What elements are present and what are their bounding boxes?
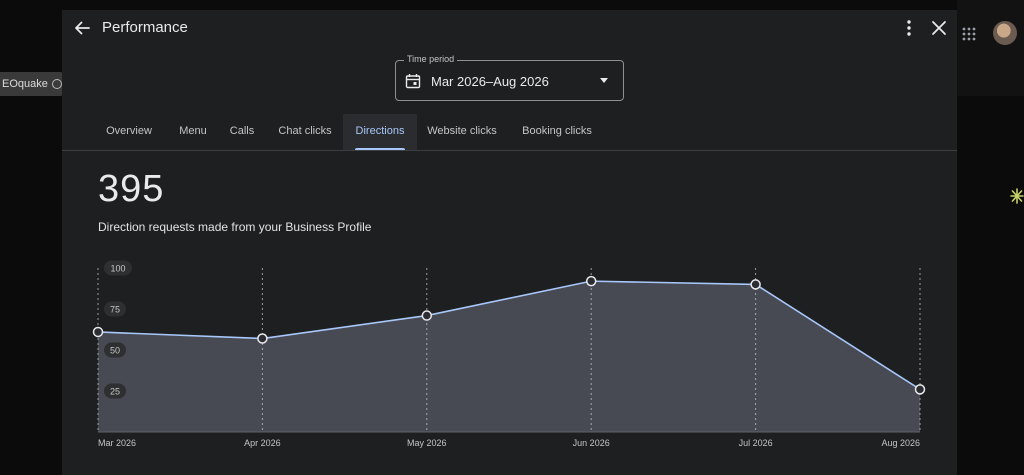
chart-area xyxy=(98,281,920,432)
y-tick-label: 100 xyxy=(110,264,125,274)
x-tick-label: Apr 2026 xyxy=(244,438,281,448)
directions-chart: 25 50 75 100 Mar 2026 Apr 2026 May 2026 Jun 202… xyxy=(62,255,957,470)
calendar-icon xyxy=(405,74,421,89)
metric-tabs: Overview Menu Calls Chat clicks Directio… xyxy=(62,114,957,151)
tab-chat-clicks[interactable]: Chat clicks xyxy=(278,125,332,137)
x-tick-label: Jul 2026 xyxy=(739,438,773,448)
more-vert-icon[interactable] xyxy=(902,18,916,38)
tab-overview[interactable]: Overview xyxy=(106,125,152,137)
close-icon[interactable] xyxy=(930,19,948,37)
tab-directions[interactable]: Directions xyxy=(343,114,417,150)
data-point-3 xyxy=(585,275,597,287)
spark-icon[interactable] xyxy=(1010,186,1024,206)
toggle-icon xyxy=(51,79,62,89)
tab-menu[interactable]: Menu xyxy=(179,125,207,137)
data-point-5 xyxy=(914,384,926,395)
dialog-header: Performance xyxy=(62,10,957,46)
tab-booking-clicks[interactable]: Booking clicks xyxy=(522,125,592,137)
y-tick-label: 25 xyxy=(110,387,120,397)
y-tick-label: 75 xyxy=(110,305,120,315)
x-tick-label: Mar 2026 xyxy=(98,438,136,448)
data-point-1 xyxy=(257,333,268,344)
x-tick-label: Jun 2026 xyxy=(573,438,610,448)
y-tick-pill-3 xyxy=(104,260,132,276)
metric-value: 395 xyxy=(98,168,165,210)
avatar[interactable] xyxy=(993,21,1017,45)
time-period-select[interactable]: Time period Mar 2026–Aug 2026 xyxy=(395,54,624,101)
metric-description: Direction requests made from your Busine… xyxy=(98,220,372,234)
dialog-title: Performance xyxy=(102,19,188,36)
time-period-label: Time period xyxy=(404,54,458,64)
time-period-value: Mar 2026–Aug 2026 xyxy=(431,74,549,89)
back-arrow-icon[interactable] xyxy=(72,18,92,38)
background-extension-chip[interactable]: EOquake xyxy=(0,72,64,96)
tab-calls[interactable]: Calls xyxy=(229,125,255,137)
y-tick-pill-0 xyxy=(104,383,126,399)
background-extension-label: EOquake xyxy=(2,78,48,90)
dropdown-caret-icon xyxy=(600,78,608,83)
y-tick-label: 50 xyxy=(110,346,120,356)
apps-grid-icon[interactable] xyxy=(962,27,976,41)
performance-dialog: Performance Time period Mar 2026–Aug 202… xyxy=(62,10,957,475)
y-tick-pill-2 xyxy=(104,301,126,317)
background-header-strip xyxy=(957,0,1024,96)
tab-website-clicks[interactable]: Website clicks xyxy=(427,125,497,137)
x-tick-label: Aug 2026 xyxy=(881,438,920,448)
data-point-0 xyxy=(92,326,104,338)
data-point-2 xyxy=(421,310,433,321)
series-line xyxy=(97,280,921,391)
data-point-4 xyxy=(750,279,761,290)
chart-svg: 25 50 75 100 Mar 2026 Apr 2026 May 2026 Jun 202… xyxy=(92,260,926,448)
y-tick-pill-1 xyxy=(104,342,126,358)
x-tick-label: May 2026 xyxy=(407,438,447,448)
